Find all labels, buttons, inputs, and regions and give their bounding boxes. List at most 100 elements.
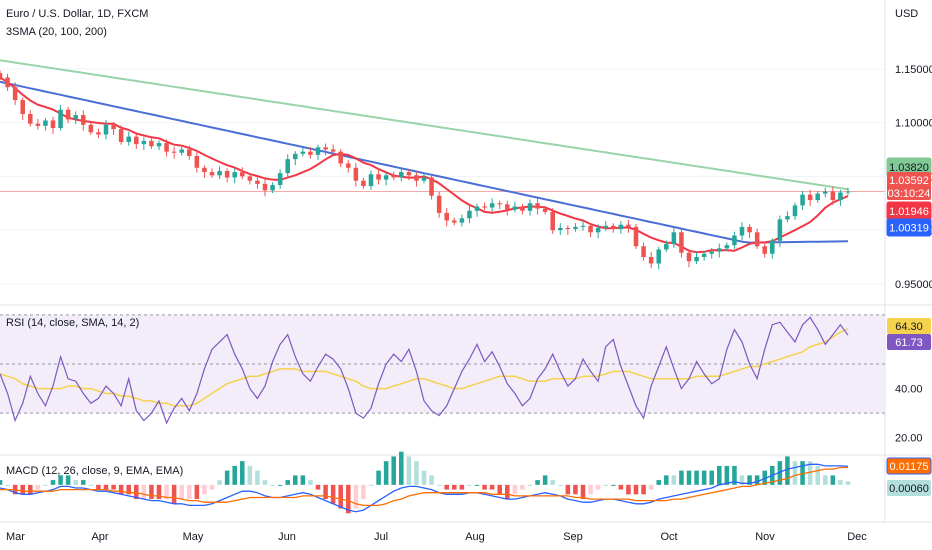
macd-histogram-bar — [134, 484, 139, 500]
macd-histogram-bar — [626, 484, 631, 495]
candle-body — [164, 143, 169, 152]
macd-histogram-bar — [724, 465, 730, 485]
macd-histogram-bar — [459, 484, 465, 490]
sma-indicator-label[interactable]: 3SMA (20, 100, 200) — [6, 26, 107, 38]
macd-histogram-bar — [429, 475, 434, 485]
macd-histogram-bar — [156, 484, 162, 500]
rsi-tag: 61.73 — [895, 337, 923, 349]
macd-histogram-bar — [542, 475, 548, 485]
candle-body — [262, 183, 268, 191]
candle-body — [845, 191, 851, 193]
macd-histogram-bar — [823, 475, 828, 485]
macd-hist-tag: 0.00060 — [889, 483, 929, 495]
rsi-ma-tag: 64.30 — [895, 321, 923, 333]
candle-body — [709, 251, 714, 254]
candle-body — [194, 155, 200, 168]
macd-indicator-label[interactable]: MACD (12, 26, close, 9, EMA, EMA) — [6, 465, 183, 477]
candle-body — [232, 172, 237, 178]
candle-body — [550, 211, 555, 231]
macd-histogram-bar — [694, 470, 699, 485]
macd-histogram-bar — [467, 484, 472, 486]
candle-body — [611, 225, 616, 230]
candle-body — [671, 232, 677, 245]
x-tick-label: Oct — [660, 531, 677, 543]
signal-line — [0, 466, 848, 507]
macd-histogram-bar — [376, 470, 381, 485]
candle-body — [573, 226, 578, 230]
candle-body — [717, 248, 722, 252]
rsi-band-fill — [0, 314, 885, 414]
candle-body — [482, 206, 487, 208]
candle-body — [50, 120, 56, 128]
macd-histogram-bar — [187, 484, 192, 500]
x-tick-label: Jul — [374, 531, 388, 543]
macd-histogram-bar — [179, 484, 184, 500]
candle-body — [436, 195, 442, 213]
macd-lines — [0, 463, 849, 513]
macd-histogram-bar — [35, 484, 41, 490]
macd-histogram-bar — [580, 484, 586, 500]
sma-200-line — [0, 59, 849, 191]
macd-histogram-bar — [611, 484, 616, 486]
candle-body — [770, 240, 775, 254]
candle-body — [724, 245, 730, 249]
candle-body — [277, 173, 283, 185]
candle-body — [330, 149, 336, 152]
candle-body — [830, 191, 836, 201]
macd-histogram-bar — [830, 475, 836, 485]
rsi-tick-label: 40.00 — [895, 384, 923, 396]
x-tick-label: Nov — [755, 531, 775, 543]
candle-body — [73, 115, 78, 120]
macd-histogram-bar — [88, 484, 94, 486]
macd-histogram-bar — [573, 484, 578, 495]
candle-body — [353, 167, 359, 181]
macd-histogram-bar — [664, 475, 669, 485]
macd-histogram-bar — [194, 484, 200, 500]
macd-histogram-bar — [535, 480, 540, 485]
macd-histogram-bar — [603, 484, 608, 486]
macd-histogram-bar — [346, 484, 351, 514]
candle-body — [88, 124, 94, 133]
macd-histogram-bar — [262, 480, 268, 485]
candle-body — [679, 232, 684, 253]
candle-body — [141, 140, 147, 145]
macd-histogram-bar — [595, 484, 601, 490]
current-price-tag-bg — [887, 172, 931, 200]
price-tick-label: 1.10000 — [895, 118, 932, 130]
macd-histogram-bar — [807, 461, 813, 485]
macd-histogram-bar — [838, 480, 843, 485]
candle-body — [255, 180, 260, 184]
candle-body — [474, 206, 480, 211]
macd-histogram-bar — [353, 484, 359, 509]
macd-histogram-bar — [103, 484, 109, 490]
sma200-price-tag: 1.03820 — [889, 162, 929, 174]
macd-histogram-bar — [285, 480, 290, 485]
candle-body — [535, 203, 540, 209]
candle-body — [391, 175, 396, 178]
candle-body — [240, 172, 245, 177]
macd-histogram-bar — [5, 484, 10, 486]
macd-histogram-bar — [739, 475, 745, 485]
candle-body — [156, 143, 162, 147]
macd-histogram-bar — [293, 475, 298, 485]
candle-body — [512, 206, 518, 210]
candle-body — [202, 167, 207, 173]
chart-title: Euro / U.S. Dollar, 1D, FXCM — [6, 8, 148, 20]
candle-body — [187, 149, 192, 156]
sma100-price-tag: 1.00319 — [889, 223, 929, 235]
macd-histogram-bar — [383, 461, 389, 485]
macd-histogram-bar — [0, 480, 3, 485]
macd-histogram-bar — [717, 465, 722, 485]
candle-body — [633, 226, 639, 247]
macd-histogram-bar — [118, 484, 124, 495]
macd-histogram-bar — [315, 484, 321, 490]
macd-histogram-bar — [232, 465, 237, 485]
candle-body — [785, 216, 790, 220]
candle-body — [126, 136, 131, 142]
macd-histogram-bar — [482, 484, 487, 490]
sma20-price-tag: 1.01946 — [889, 206, 929, 218]
rsi-indicator-label[interactable]: RSI (14, close, SMA, 14, 2) — [6, 317, 139, 329]
x-tick-label: Sep — [563, 531, 583, 543]
candle-body — [399, 172, 404, 178]
